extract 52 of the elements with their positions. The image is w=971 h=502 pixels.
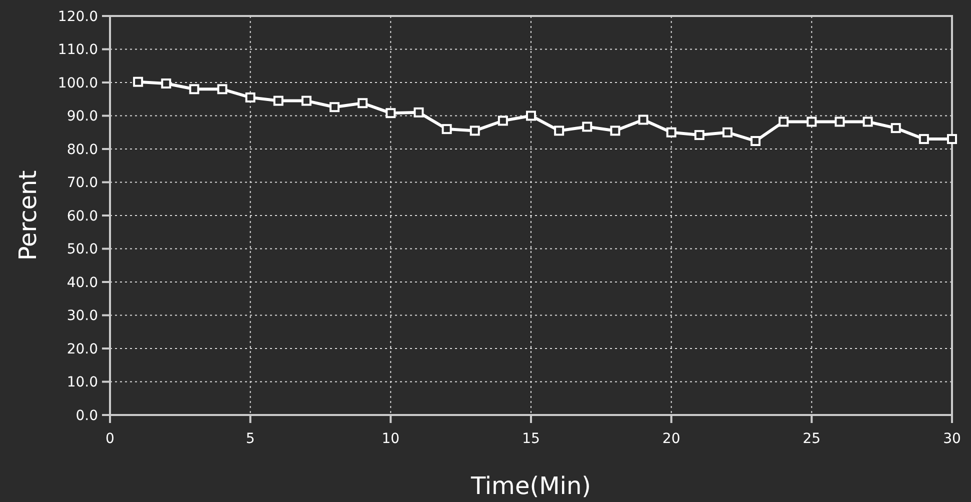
point — [189, 84, 200, 94]
point — [217, 84, 228, 94]
point — [722, 127, 732, 138]
y-tick-label: 70.0 — [66, 175, 98, 192]
point — [498, 116, 508, 126]
point — [245, 92, 256, 102]
x-tick-label: 10 — [382, 431, 400, 447]
point — [750, 136, 761, 146]
y-tick-label: 20.0 — [66, 341, 98, 358]
point — [133, 76, 144, 87]
point — [694, 130, 704, 140]
x-tick-label: 15 — [522, 431, 540, 447]
y-tick-label: 90.0 — [66, 108, 98, 125]
y-tick-label: 50.0 — [66, 242, 98, 258]
point — [161, 78, 172, 88]
point — [442, 124, 452, 134]
x-tick-label: 30 — [943, 431, 961, 447]
point — [666, 127, 676, 138]
point — [526, 110, 536, 121]
y-tick-label: 120.0 — [58, 8, 98, 25]
point — [806, 116, 817, 127]
point — [638, 114, 648, 125]
x-tick-label: 5 — [246, 431, 255, 447]
point — [582, 122, 592, 132]
point — [554, 126, 564, 136]
point — [610, 126, 620, 136]
x-tick-label: 0 — [106, 431, 114, 447]
y-tick-label: 10.0 — [66, 374, 98, 391]
y-tick-label: 110.0 — [58, 42, 98, 58]
point — [918, 134, 929, 144]
point — [470, 126, 480, 136]
point — [273, 96, 284, 106]
y-tick-label: 0.0 — [76, 408, 98, 424]
point — [890, 123, 901, 134]
point — [386, 108, 396, 118]
point — [414, 107, 424, 118]
y-tick-label: 80.0 — [66, 142, 98, 158]
y-axis-title: Percent — [14, 170, 42, 261]
x-axis-title: Time(Min) — [470, 472, 592, 500]
y-tick-label: 30.0 — [66, 308, 98, 324]
point — [947, 134, 957, 144]
y-tick-label: 100.0 — [58, 75, 98, 92]
y-tick-label: 40.0 — [66, 274, 98, 291]
point — [330, 102, 340, 112]
point — [862, 116, 873, 127]
x-tick-label: 20 — [662, 431, 680, 447]
y-tick-label: 60.0 — [66, 208, 98, 224]
point — [778, 116, 789, 127]
point — [358, 98, 368, 108]
x-tick-label: 25 — [802, 431, 821, 447]
point — [834, 116, 845, 127]
point — [301, 96, 312, 106]
